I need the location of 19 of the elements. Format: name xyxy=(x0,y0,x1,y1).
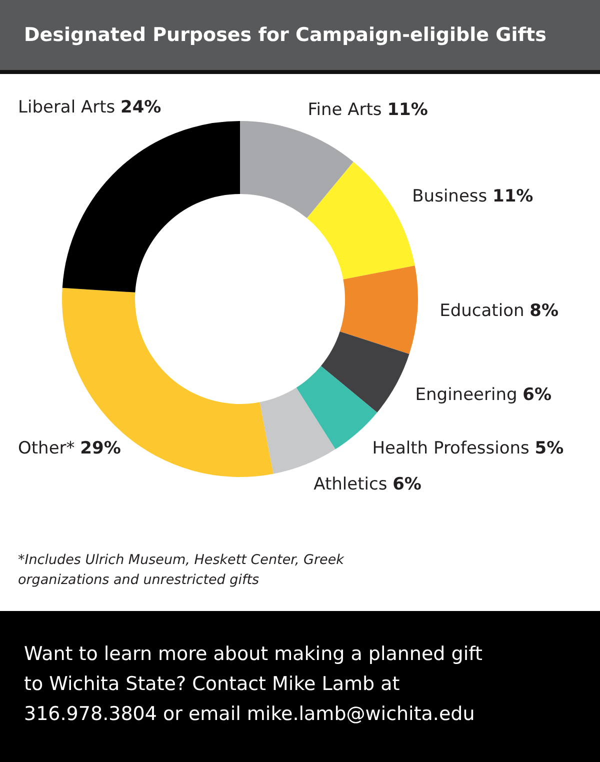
text: *Includes Ulrich Museum, Heskett Center, Greek organizations and unrestricted gifts xyxy=(18,551,346,590)
chart-title: Designated Purposes for Campaign-eligible Gifts xyxy=(24,24,546,46)
data-label: 5% xyxy=(534,438,564,458)
data-label: 8% xyxy=(530,300,559,321)
data-label: 6% xyxy=(392,474,422,494)
slice-label: Athletics xyxy=(314,474,393,494)
data-label: 24% xyxy=(120,98,162,118)
slice-label: Business xyxy=(412,186,493,207)
data-label: 29% xyxy=(80,438,121,458)
text: Want to learn more about making a planned gift to Wichita State? Contact Mike Lamb at 316.978.3804 or email mike.lamb@wichita.edu xyxy=(24,642,484,727)
slice-label: Other* xyxy=(18,438,80,458)
slice-label: Health Professions xyxy=(372,438,535,458)
data-label: 11% xyxy=(492,186,534,207)
slice-label: Education xyxy=(440,300,530,321)
slice-label: Engineering xyxy=(415,384,523,405)
slice-label: Fine Arts xyxy=(308,100,388,120)
data-label: 6% xyxy=(522,384,552,405)
slice-label: Liberal Arts xyxy=(18,98,121,118)
data-label: 11% xyxy=(387,100,428,120)
